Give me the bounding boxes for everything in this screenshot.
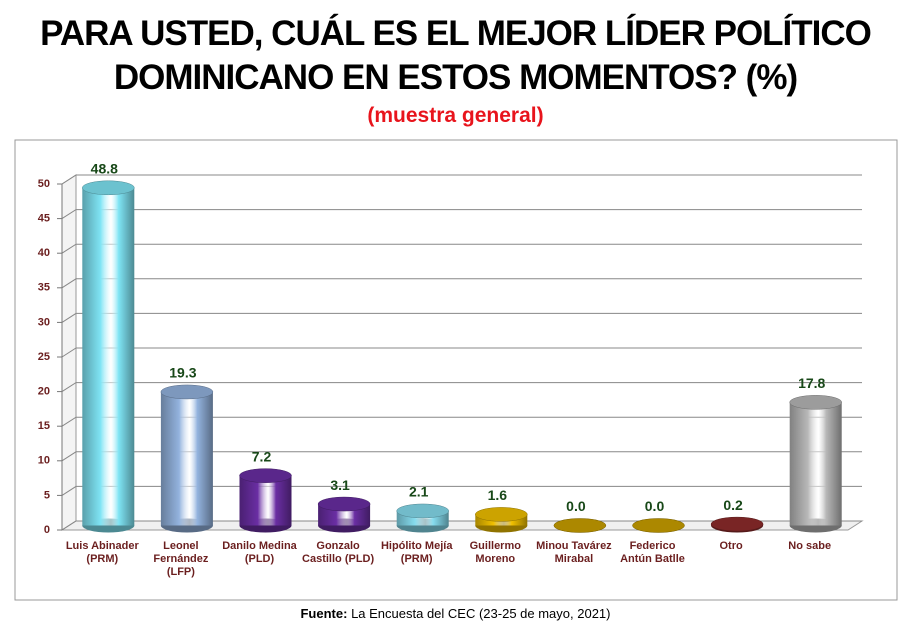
bar-top <box>475 507 528 522</box>
value-label: 7.2 <box>252 448 272 464</box>
x-tick-label: Otro <box>719 540 743 552</box>
grid-line <box>61 416 862 427</box>
bar-top <box>160 384 214 400</box>
bar-top <box>710 516 764 532</box>
value-label: 1.6 <box>488 487 508 503</box>
value-label: 0.2 <box>723 497 743 513</box>
source-label: Fuente: <box>300 606 348 621</box>
plot-frame <box>14 139 898 601</box>
bar <box>789 402 842 526</box>
x-tick-label: Guillermo Moreno <box>469 540 521 565</box>
bar-top <box>317 496 371 512</box>
source-note: Fuente: La Encuesta del CEC (23-25 de ma… <box>0 606 911 621</box>
grid-line <box>61 174 862 185</box>
value-label: 2.1 <box>409 484 429 500</box>
value-label: 3.1 <box>330 477 350 493</box>
value-label: 17.8 <box>798 375 825 391</box>
grid-line <box>61 382 862 393</box>
x-tick-label: Gonzalo Castillo (PLD) <box>302 540 375 565</box>
y-tick-label: 5 <box>44 489 50 501</box>
bar <box>82 187 135 526</box>
y-tick-label: 30 <box>38 316 50 328</box>
bar-top <box>553 518 607 533</box>
y-tick-label: 40 <box>38 247 50 259</box>
y-tick-label: 10 <box>38 455 50 467</box>
value-label: 0.0 <box>566 498 586 514</box>
x-tick-label: Federico Antún Batlle <box>620 540 685 565</box>
grid-line <box>61 347 862 358</box>
bar <box>160 391 213 526</box>
grid-line <box>61 312 862 323</box>
x-tick-label: Hipólito Mejía (PRM) <box>380 540 453 565</box>
y-tick-label: 15 <box>38 420 50 432</box>
y-tick-label: 20 <box>38 386 50 398</box>
y-tick-label: 45 <box>38 213 50 225</box>
value-label: 0.0 <box>645 498 665 514</box>
y-tick-label: 0 <box>44 524 50 536</box>
grid-line <box>61 485 862 496</box>
bar <box>239 475 292 526</box>
x-tick-label: Leonel Fernández (LFP) <box>153 540 209 578</box>
x-tick-label: Luis Abinader (PRM) <box>65 540 139 565</box>
chart-subtitle: (muestra general) <box>367 104 544 127</box>
bar-top <box>239 468 292 483</box>
bar-top <box>632 518 685 533</box>
x-tick-label: Minou Tavárez Mirabal <box>536 540 612 565</box>
bar-top <box>789 395 842 410</box>
grid-line <box>61 243 862 254</box>
grid-line <box>61 209 862 220</box>
source-text: La Encuesta del CEC (23-25 de mayo, 2021… <box>351 606 611 621</box>
value-label: 19.3 <box>169 365 196 381</box>
grid-line <box>61 451 862 462</box>
y-tick-label: 35 <box>38 282 50 294</box>
y-tick-label: 50 <box>38 178 50 190</box>
bar-top <box>396 503 449 519</box>
y-tick-label: 25 <box>38 351 50 363</box>
x-tick-label: No sabe <box>788 540 832 552</box>
x-tick-label: Danilo Medina (PLD) <box>222 540 297 565</box>
grid-line <box>61 278 862 289</box>
chart-title: PARA USTED, CUÁL ES EL MEJOR LÍDER POLÍT… <box>40 14 872 97</box>
value-label: 48.8 <box>91 161 118 177</box>
bar-top <box>82 180 135 196</box>
